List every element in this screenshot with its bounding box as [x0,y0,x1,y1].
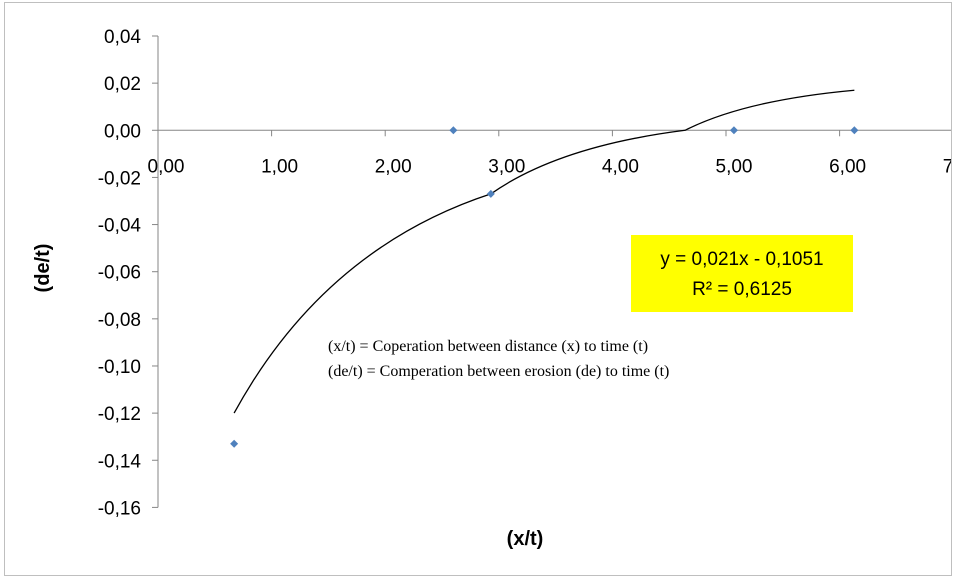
annotation-line-2: (de/t) = Comperation between erosion (de… [328,363,669,380]
x-axis-ticks: 0,00 1,00 2,00 3,00 4,00 5,00 6,00 7,00 [148,130,951,177]
data-point [850,126,859,135]
x-tick-label: 3,00 [488,156,525,177]
equation-line-1: y = 0,021x - 0,1051 [660,249,823,270]
chart-area: 0,04 0,02 0,00 -0,02 -0,04 -0,06 -0,08 -0,10 -0,… [4,2,952,576]
x-tick-label: 5,00 [716,156,753,177]
y-tick-label: 0,00 [104,121,141,142]
annotation-line-1: (x/t) = Coperation between distance (x) … [328,338,648,355]
x-tick-label: 6,00 [829,156,866,177]
equation-box [631,235,853,312]
x-tick-label: 1,00 [261,156,298,177]
y-tick-label: -0,10 [98,357,141,378]
x-tick-label: 0,00 [148,156,185,177]
data-points [230,126,859,448]
trendline [233,89,855,414]
data-point [486,189,495,198]
data-point [449,126,458,135]
y-tick-label: -0,16 [98,498,141,519]
y-tick-label: -0,12 [98,404,141,425]
y-tick-label: -0,08 [98,310,141,331]
y-tick-label: -0,04 [98,216,142,237]
scatter-chart: 0,04 0,02 0,00 -0,02 -0,04 -0,06 -0,08 -0,10 -0,… [32,27,951,550]
y-axis-title: (de/t) [32,244,54,293]
y-tick-label: -0,14 [98,451,142,472]
y-tick-label: 0,02 [104,74,141,95]
y-axis-ticks: 0,04 0,02 0,00 -0,02 -0,04 -0,06 -0,08 -0,10 -0,… [98,27,158,519]
x-tick-label: 2,00 [375,156,412,177]
data-point [230,439,239,448]
equation-line-2: R² = 0,6125 [692,279,792,300]
x-tick-label: 4,00 [602,156,639,177]
x-tick-label: 7,00 [943,156,951,177]
y-tick-label: -0,06 [98,263,141,284]
y-tick-label: -0,02 [98,168,141,189]
y-tick-label: 0,04 [104,27,141,48]
data-point [729,126,738,135]
x-axis-title: (x/t) [507,528,544,550]
